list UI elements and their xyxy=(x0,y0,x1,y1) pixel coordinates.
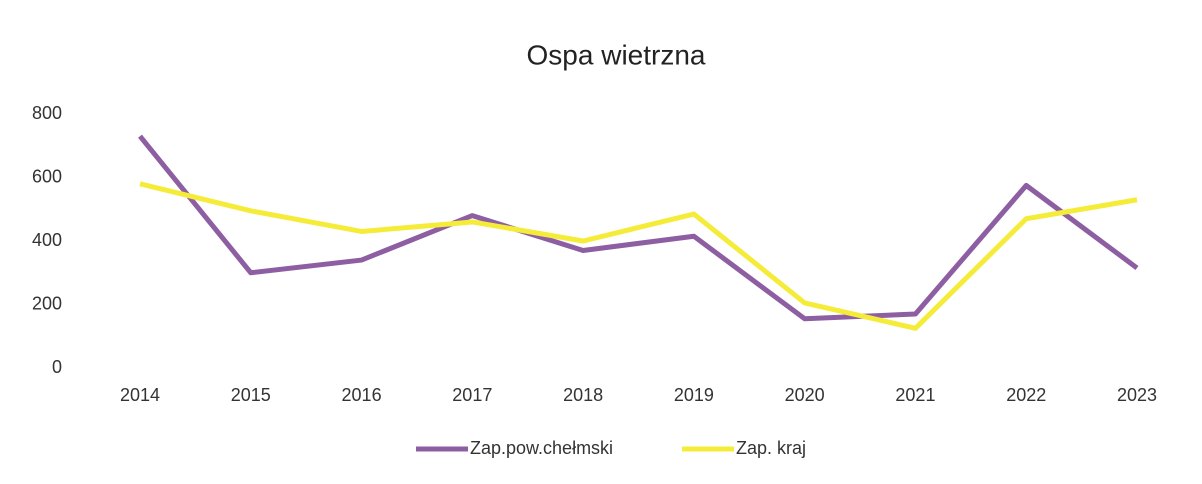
x-tick-label: 2023 xyxy=(1117,385,1157,405)
x-tick-label: 2016 xyxy=(342,385,382,405)
x-tick-label: 2020 xyxy=(785,385,825,405)
x-tick-label: 2021 xyxy=(895,385,935,405)
x-tick-label: 2014 xyxy=(120,385,160,405)
y-tick-label: 800 xyxy=(32,103,62,123)
x-tick-label: 2015 xyxy=(231,385,271,405)
legend-label: Zap. kraj xyxy=(736,438,806,458)
x-tick-label: 2019 xyxy=(674,385,714,405)
y-tick-label: 400 xyxy=(32,230,62,250)
line-series xyxy=(138,134,1139,322)
y-tick-label: 0 xyxy=(52,357,62,377)
x-tick-label: 2018 xyxy=(563,385,603,405)
x-tick-label: 2022 xyxy=(1006,385,1046,405)
x-tick-label: 2017 xyxy=(452,385,492,405)
chart-title: Ospa wietrzna xyxy=(527,39,706,70)
legend-label: Zap.pow.chełmski xyxy=(470,438,613,458)
y-tick-label: 600 xyxy=(32,166,62,186)
line-series xyxy=(139,181,1138,331)
y-tick-label: 200 xyxy=(32,293,62,313)
